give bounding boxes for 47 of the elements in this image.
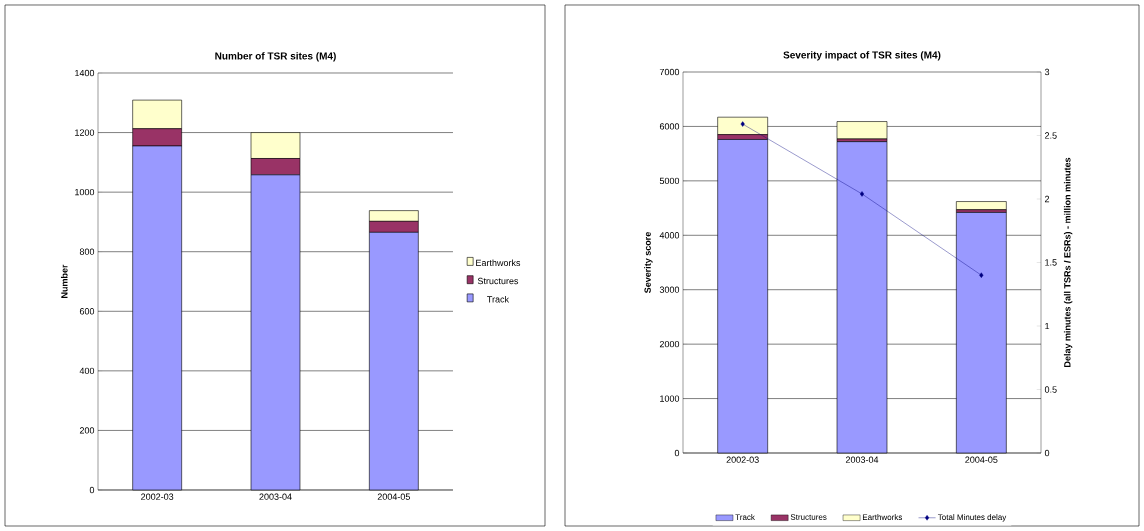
y2-axis-title: Delay minutes (all TSRs / ESRs) - million minutes — [1063, 157, 1073, 367]
chart-title: Number of TSR sites (M4) — [215, 52, 336, 62]
y-tick-label: 3000 — [659, 286, 680, 293]
y-axis-title: Severity score — [644, 232, 653, 293]
y-tick-label: 5000 — [659, 177, 680, 185]
legend-label: Earthworks — [862, 514, 903, 520]
legend-label: Track — [487, 295, 510, 303]
point — [859, 191, 865, 197]
legend-label: Structures — [477, 277, 519, 285]
y-tick-label: 200 — [79, 427, 95, 434]
y-tick-label: 1000 — [660, 395, 680, 402]
y-tick-label: 600 — [79, 308, 95, 315]
bar — [717, 116, 768, 135]
point — [740, 121, 745, 127]
y2-tick-label: 0 — [1044, 449, 1050, 457]
x-tick-label: 2003-04 — [845, 456, 879, 463]
point — [979, 272, 984, 278]
bar — [836, 121, 888, 140]
chart-title: Severity impact of TSR sites (M4) — [783, 51, 941, 61]
legend-label: Earthworks — [476, 259, 521, 266]
y-tick-label: 6000 — [659, 123, 680, 130]
x-tick-label: 2002-03 — [726, 456, 759, 463]
x-tick-label: 2003-04 — [259, 493, 292, 500]
y2-tick-label: 1.5 — [1045, 259, 1057, 266]
legend-label: Structures — [790, 514, 827, 520]
x-tick-label: 2002-03 — [141, 493, 174, 500]
y2-tick-label: 3 — [1044, 68, 1050, 76]
y2-tick-label: 0.5 — [1044, 386, 1057, 393]
y-tick-label: 1200 — [75, 129, 95, 136]
bar — [956, 201, 1007, 210]
y-tick-label: 0 — [89, 486, 95, 494]
y-tick-label: 1400 — [75, 69, 95, 77]
legend-label: Total Minutes delay — [937, 514, 1007, 522]
y2-tick-label: 1 — [1045, 322, 1050, 330]
y2-tick-label: 2 — [1045, 195, 1050, 203]
y2-tick-label: 2.5 — [1045, 132, 1057, 139]
x-tick-label: 2004-05 — [965, 456, 998, 463]
y-tick-label: 7000 — [659, 68, 680, 76]
legend-label: Track — [735, 514, 755, 520]
y-tick-label: 0 — [674, 449, 680, 457]
y-tick-label: 800 — [79, 248, 95, 255]
y-tick-label: 2000 — [659, 340, 680, 348]
x-tick-label: 2004-05 — [377, 493, 410, 500]
y-tick-label: 400 — [79, 367, 95, 375]
y-tick-label: 4000 — [659, 232, 680, 239]
y-axis-title: Number — [60, 264, 68, 298]
y-tick-label: 1000 — [75, 188, 95, 196]
